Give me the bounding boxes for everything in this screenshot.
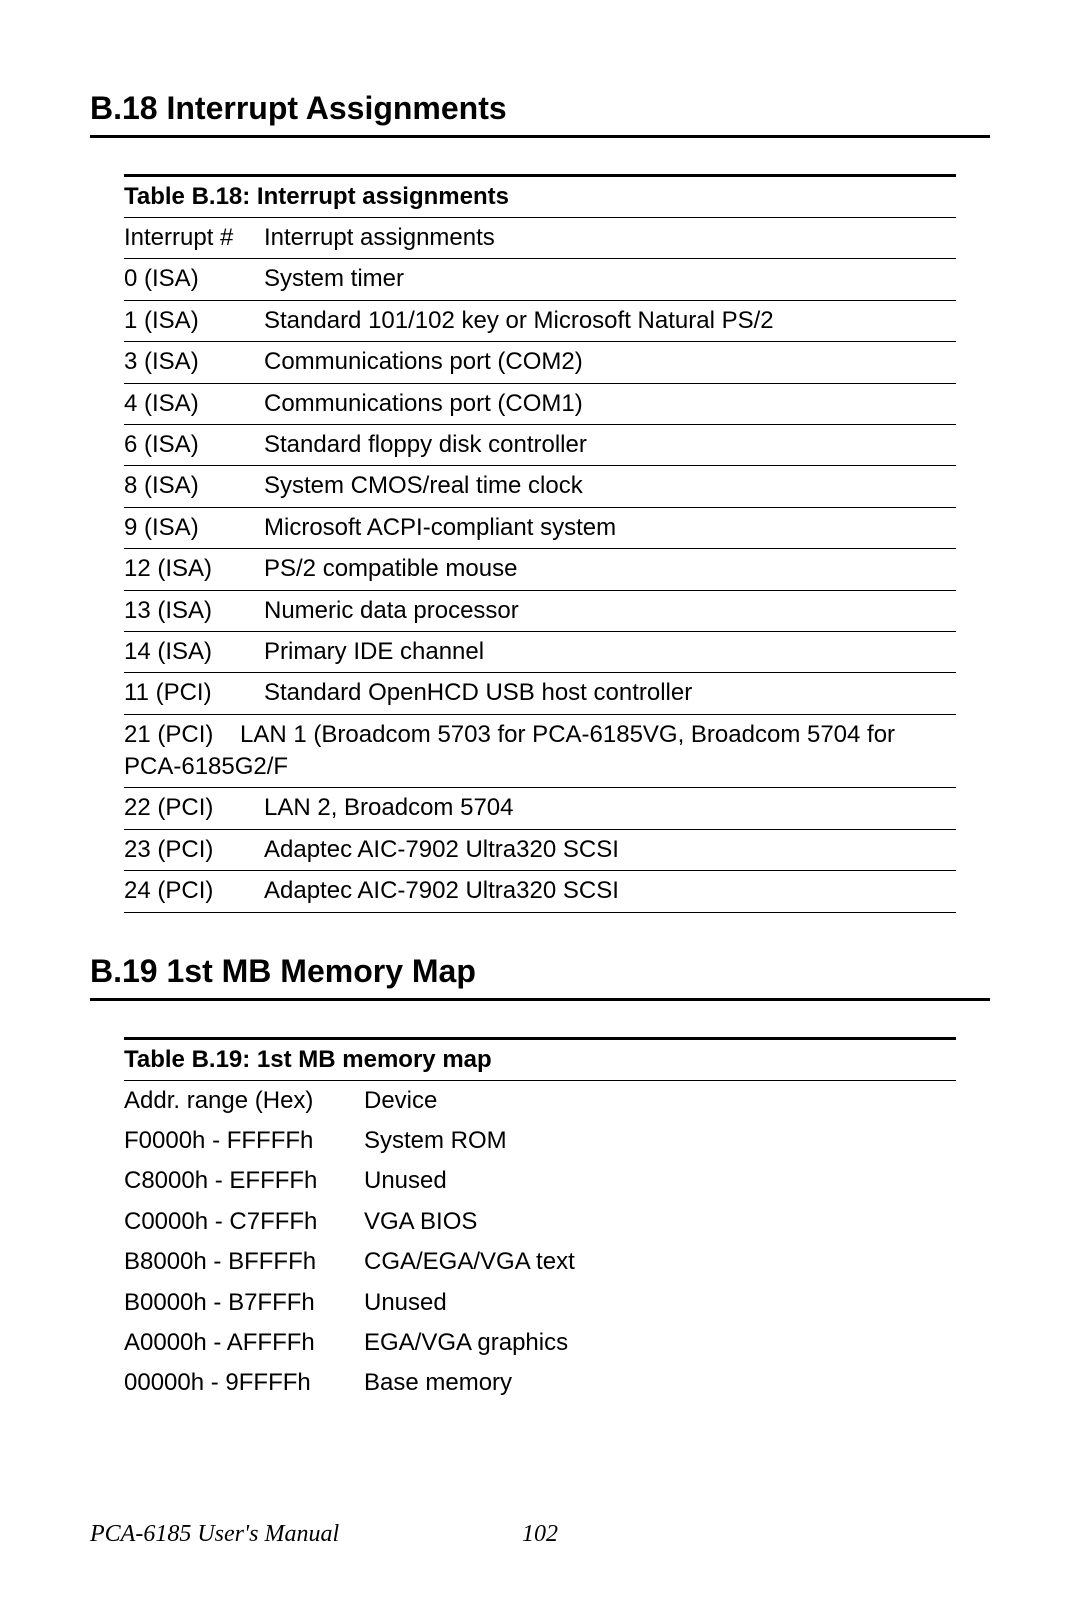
table-b18-wrap: Table B.18: Interrupt assignments Interr… xyxy=(124,174,956,913)
table-row: 3 (ISA)Communications port (COM2) xyxy=(124,342,956,383)
table-row: 21 (PCI) LAN 1 (Broadcom 5703 for PCA-61… xyxy=(124,714,956,788)
table-row: C0000h - C7FFFhVGA BIOS xyxy=(124,1202,956,1242)
table-row: 14 (ISA)Primary IDE channel xyxy=(124,631,956,672)
table-row: B8000h - BFFFFhCGA/EGA/VGA text xyxy=(124,1242,956,1282)
table-row: Interrupt # Interrupt assignments xyxy=(124,218,956,259)
table-row: C8000h - EFFFFhUnused xyxy=(124,1161,956,1201)
page-number: 102 xyxy=(522,1521,558,1548)
table-row: 11 (PCI)Standard OpenHCD USB host contro… xyxy=(124,673,956,714)
table-row: 00000h - 9FFFFhBase memory xyxy=(124,1363,956,1403)
table-row: 0 (ISA)System timer xyxy=(124,259,956,300)
col-header: Addr. range (Hex) xyxy=(124,1081,364,1121)
table-row: 22 (PCI)LAN 2, Broadcom 5704 xyxy=(124,788,956,829)
table-row: A0000h - AFFFFhEGA/VGA graphics xyxy=(124,1323,956,1363)
table-b18: Interrupt # Interrupt assignments 0 (ISA… xyxy=(124,218,956,913)
table-row: 6 (ISA)Standard floppy disk controller xyxy=(124,424,956,465)
col-header: Interrupt # xyxy=(124,218,264,259)
table-row: 8 (ISA)System CMOS/real time clock xyxy=(124,466,956,507)
table-row: Addr. range (Hex) Device xyxy=(124,1081,956,1121)
table-b19: Addr. range (Hex) Device F0000h - FFFFFh… xyxy=(124,1081,956,1404)
table-b19-wrap: Table B.19: 1st MB memory map Addr. rang… xyxy=(124,1037,956,1404)
col-header: Interrupt assignments xyxy=(264,218,956,259)
table-row: 24 (PCI)Adaptec AIC-7902 Ultra320 SCSI xyxy=(124,871,956,912)
manual-title: PCA-6185 User's Manual xyxy=(90,1521,339,1547)
table-row: 1 (ISA)Standard 101/102 key or Microsoft… xyxy=(124,300,956,341)
table-row: B0000h - B7FFFhUnused xyxy=(124,1283,956,1323)
table-row: 23 (PCI)Adaptec AIC-7902 Ultra320 SCSI xyxy=(124,829,956,870)
table-row: 13 (ISA)Numeric data processor xyxy=(124,590,956,631)
section-heading-b18: B.18 Interrupt Assignments xyxy=(90,90,990,138)
table-b19-title: Table B.19: 1st MB memory map xyxy=(124,1037,956,1081)
table-b18-title: Table B.18: Interrupt assignments xyxy=(124,174,956,218)
table-row: 4 (ISA)Communications port (COM1) xyxy=(124,383,956,424)
table-row: 12 (ISA)PS/2 compatible mouse xyxy=(124,549,956,590)
table-row: 9 (ISA)Microsoft ACPI-compliant system xyxy=(124,507,956,548)
col-header: Device xyxy=(364,1081,956,1121)
page-footer: PCA-6185 User's Manual 102 xyxy=(90,1521,990,1548)
section-heading-b19: B.19 1st MB Memory Map xyxy=(90,953,990,1001)
table-row: F0000h - FFFFFhSystem ROM xyxy=(124,1121,956,1161)
